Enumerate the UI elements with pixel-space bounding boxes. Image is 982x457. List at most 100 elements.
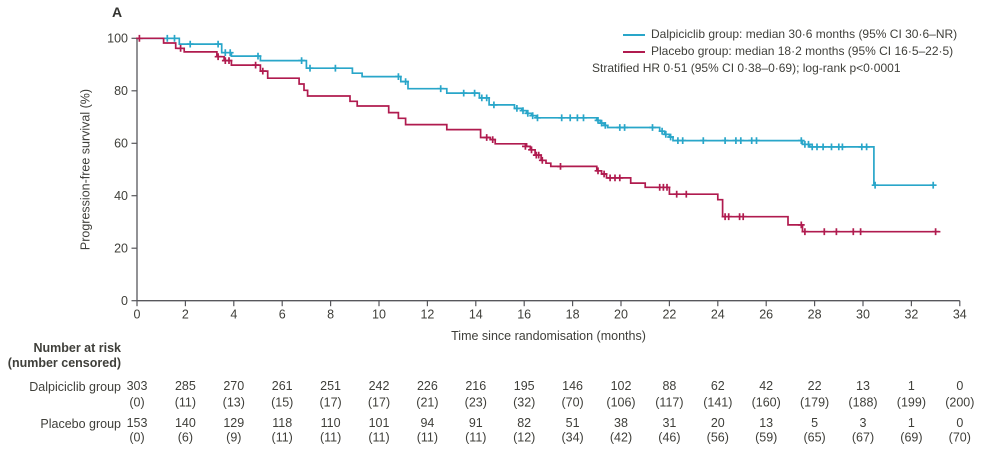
risk-count: 270 [223, 379, 244, 393]
censored-count: (21) [416, 396, 438, 410]
x-axis [136, 300, 961, 307]
x-tick-label: 30 [856, 308, 870, 322]
censored-count: (200) [945, 396, 974, 410]
x-tick-label: 4 [230, 308, 237, 322]
y-tick-labels: 0 20 40 60 80 100 [107, 32, 128, 308]
risk-row-label-placebo: Placebo group [40, 417, 121, 431]
risk-count: 20 [711, 416, 725, 430]
censored-count: (9) [226, 431, 241, 445]
risk-count: 110 [321, 416, 341, 430]
censored-count: (17) [368, 396, 390, 410]
risk-count: 1 [908, 379, 915, 393]
x-tick-labels: 0 2 4 6 8 10 12 14 16 18 20 22 24 26 28 30 32 34 [134, 308, 967, 322]
risk-count: 129 [223, 416, 244, 430]
legend-item-dalpiciclib: Dalpiciclib group: median 30·6 months (9… [592, 26, 957, 43]
x-tick-label: 20 [614, 308, 628, 322]
risk-count: 226 [417, 379, 438, 393]
legend-label-placebo: Placebo group: median 18·2 months (95% C… [651, 44, 954, 58]
censored-count: (32) [513, 396, 535, 410]
dalpiciclib-line-swatch [623, 33, 645, 36]
legend-item-placebo: Placebo group: median 18·2 months (95% C… [592, 43, 957, 60]
x-axis-title: Time since randomisation (months) [451, 329, 646, 343]
censored-count: (117) [655, 396, 683, 410]
legend-stat-note: Stratified HR 0·51 (95% CI 0·38–0·69); l… [592, 61, 901, 75]
risk-count: 88 [662, 379, 676, 393]
risk-count: 101 [369, 416, 390, 430]
censored-count: (0) [129, 396, 144, 410]
x-tick-label: 8 [327, 308, 334, 322]
risk-count: 82 [517, 416, 531, 430]
censored-count: (11) [417, 431, 438, 445]
risk-count: 3 [860, 416, 867, 430]
risk-table-header-line1: Number at risk [33, 341, 121, 355]
risk-count: 62 [711, 379, 725, 393]
risk-count: 42 [759, 379, 773, 393]
risk-count: 1 [908, 416, 915, 430]
placebo-line-swatch [623, 50, 645, 53]
censored-count: (56) [707, 431, 729, 445]
censored-count: (46) [658, 431, 680, 445]
censored-count: (0) [129, 431, 144, 445]
risk-table-header-line2: (number censored) [7, 356, 121, 370]
censored-count: (199) [897, 396, 926, 410]
censored-count: (12) [513, 431, 535, 445]
risk-count: 242 [369, 379, 390, 393]
risk-count: 5 [811, 416, 818, 430]
censored-count: (160) [752, 396, 781, 410]
censored-count: (13) [223, 396, 245, 410]
censored-count: (23) [465, 396, 487, 410]
x-tick-label: 16 [517, 308, 531, 322]
x-tick-label: 28 [808, 308, 822, 322]
censored-count: (17) [319, 396, 341, 410]
censored-count: (70) [949, 431, 971, 445]
x-tick-label: 0 [134, 308, 141, 322]
censored-count: (188) [848, 396, 877, 410]
risk-count: 102 [611, 379, 632, 393]
risk-count: 0 [956, 379, 963, 393]
risk-count: 38 [614, 416, 628, 430]
censored-count: (106) [606, 396, 635, 410]
risk-count: 51 [566, 416, 580, 430]
y-axis [131, 37, 138, 302]
risk-count: 31 [662, 416, 676, 430]
legend-label-dalpiciclib: Dalpiciclib group: median 30·6 months (9… [651, 27, 958, 41]
censored-count: (11) [320, 431, 341, 445]
censored-count: (11) [465, 431, 486, 445]
risk-count: 0 [956, 416, 963, 430]
y-tick-label: 0 [121, 294, 128, 308]
y-tick-label: 100 [107, 32, 128, 46]
risk-count: 303 [127, 379, 148, 393]
risk-row-label-dalpiciclib: Dalpiciclib group [29, 380, 121, 394]
x-tick-label: 14 [469, 308, 483, 322]
censored-count: (11) [272, 431, 293, 445]
censored-count: (6) [178, 431, 193, 445]
censored-count: (59) [755, 431, 777, 445]
risk-count: 13 [759, 416, 773, 430]
y-tick-label: 80 [114, 84, 128, 98]
censored-count: (69) [900, 431, 922, 445]
censored-count: (11) [175, 396, 196, 410]
censor-marks-dalpiciclib [163, 34, 937, 189]
x-tick-label: 34 [953, 308, 967, 322]
censored-count: (65) [803, 431, 825, 445]
censored-count: (179) [800, 396, 829, 410]
censored-count: (67) [852, 431, 874, 445]
censored-count: (70) [561, 396, 583, 410]
x-tick-label: 10 [372, 308, 386, 322]
risk-count: 94 [420, 416, 434, 430]
x-tick-label: 24 [711, 308, 725, 322]
y-tick-label: 20 [114, 242, 128, 256]
risk-table-numbers: 303 (0) 285 (11) 270 (13) 261 (15) 251 (17) 242 (17… [127, 379, 975, 445]
risk-count: 195 [514, 379, 535, 393]
censor-marks-placebo [136, 34, 939, 236]
risk-count: 216 [465, 379, 486, 393]
y-axis-title: Progression-free survival (%) [78, 88, 93, 251]
y-tick-label: 60 [114, 137, 128, 151]
risk-count: 140 [175, 416, 196, 430]
censored-count: (11) [368, 431, 389, 445]
censored-count: (42) [610, 431, 632, 445]
x-tick-label: 22 [662, 308, 676, 322]
x-tick-label: 26 [759, 308, 773, 322]
risk-count: 13 [856, 379, 870, 393]
